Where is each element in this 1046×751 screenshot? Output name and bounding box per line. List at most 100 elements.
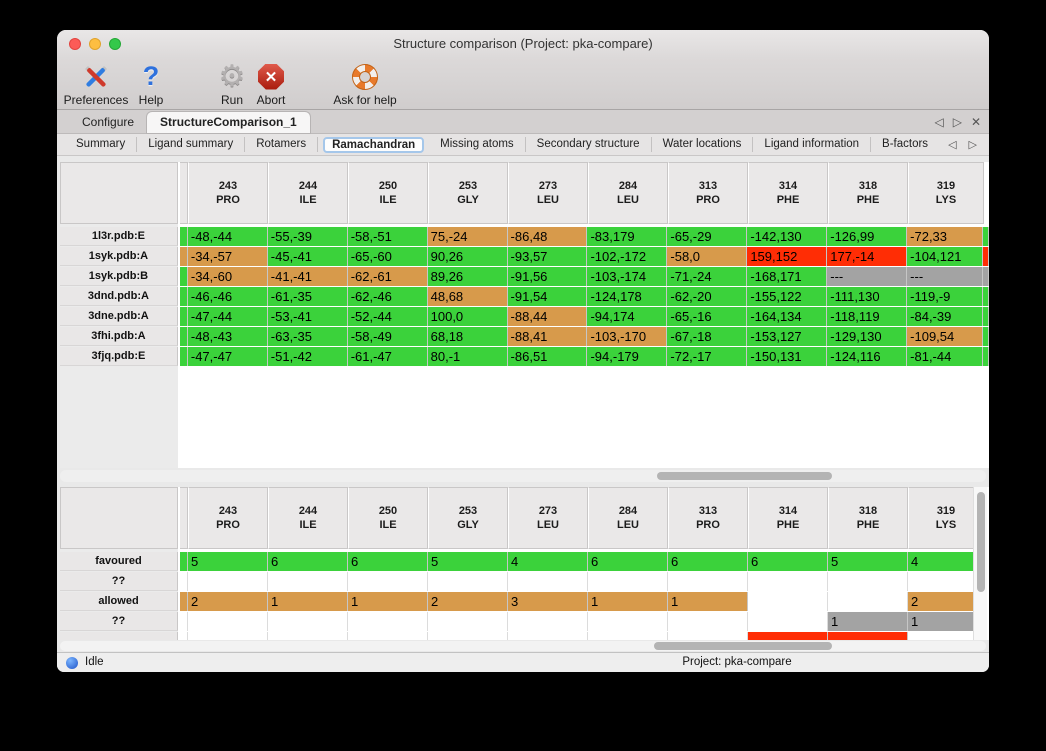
row-label[interactable] <box>60 632 178 640</box>
bottom-horizontal-scrollbar-thumb[interactable] <box>654 642 832 650</box>
table-cell[interactable] <box>188 612 268 631</box>
table-cell[interactable]: -103,-170 <box>587 327 668 346</box>
tab-structure-comparison-1[interactable]: StructureComparison_1 <box>147 112 310 133</box>
table-cell[interactable]: -111,130 <box>827 287 908 306</box>
table-cell[interactable]: -109,54 <box>907 327 984 346</box>
table-cell[interactable] <box>508 572 588 591</box>
table-cell[interactable]: -83,179 <box>587 227 668 246</box>
prev-subtab-button[interactable]: ◁ <box>948 139 957 151</box>
table-cell[interactable] <box>348 612 428 631</box>
table-cell[interactable]: -58,0 <box>667 247 748 266</box>
table-cell[interactable]: -62,-61 <box>347 267 428 286</box>
table-cell[interactable]: -84,-39 <box>907 307 984 326</box>
table-cell[interactable]: -62,-46 <box>347 287 428 306</box>
run-button[interactable]: ⚙ Run <box>215 60 249 107</box>
table-cell[interactable]: -72,-17 <box>667 347 748 366</box>
table-cell[interactable]: -34,-60 <box>187 267 268 286</box>
table-cell[interactable]: --- <box>907 267 984 286</box>
table-cell[interactable]: 6 <box>668 552 748 571</box>
table-cell[interactable]: 48,68 <box>427 287 508 306</box>
table-cell[interactable]: -51,-42 <box>267 347 348 366</box>
table-cell[interactable]: -126,99 <box>827 227 908 246</box>
table-cell[interactable]: -65,-16 <box>667 307 748 326</box>
table-cell[interactable]: -55,-39 <box>267 227 348 246</box>
table-cell[interactable]: -34,-57 <box>187 247 268 266</box>
table-cell[interactable] <box>428 572 508 591</box>
table-cell[interactable] <box>588 632 668 640</box>
table-cell[interactable]: -81,-44 <box>907 347 984 366</box>
table-cell[interactable]: 5 <box>828 552 908 571</box>
abort-button[interactable]: ✕ Abort <box>251 60 291 107</box>
table-cell[interactable]: -129,130 <box>827 327 908 346</box>
table-cell[interactable]: -155,122 <box>747 287 828 306</box>
table-cell[interactable]: 159,152 <box>747 247 828 266</box>
table-cell[interactable]: -58,-51 <box>347 227 428 246</box>
table-cell[interactable] <box>668 612 748 631</box>
table-cell[interactable] <box>348 572 428 591</box>
table-cell[interactable] <box>348 632 428 640</box>
table-cell[interactable]: -47,-47 <box>187 347 268 366</box>
row-label[interactable]: 3fjq.pdb:E <box>60 347 178 366</box>
preferences-button[interactable]: Preferences <box>63 60 129 107</box>
table-cell[interactable] <box>268 572 348 591</box>
table-cell[interactable]: -91,54 <box>507 287 588 306</box>
table-cell[interactable] <box>748 592 828 611</box>
table-cell[interactable]: -67,-18 <box>667 327 748 346</box>
table-cell[interactable]: -168,171 <box>747 267 828 286</box>
table-cell[interactable]: -52,-44 <box>347 307 428 326</box>
row-label[interactable]: ?? <box>60 572 178 591</box>
row-label[interactable]: 3dnd.pdb:A <box>60 287 178 306</box>
table-cell[interactable] <box>748 632 828 640</box>
table-cell[interactable] <box>428 632 508 640</box>
tab-configure[interactable]: Configure <box>82 115 135 129</box>
table-cell[interactable]: -150,131 <box>747 347 828 366</box>
top-horizontal-scrollbar-thumb[interactable] <box>657 472 832 480</box>
table-cell[interactable]: 89,26 <box>427 267 508 286</box>
table-cell[interactable]: -88,41 <box>507 327 588 346</box>
table-cell[interactable]: -63,-35 <box>267 327 348 346</box>
table-cell[interactable]: 177,-14 <box>827 247 908 266</box>
table-cell[interactable]: 1 <box>668 592 748 611</box>
subtab-ligand-information[interactable]: Ligand information <box>753 137 872 152</box>
table-cell[interactable]: -94,-179 <box>587 347 668 366</box>
table-cell[interactable]: 6 <box>268 552 348 571</box>
row-label[interactable]: 3fhi.pdb:A <box>60 327 178 346</box>
table-cell[interactable] <box>588 612 668 631</box>
table-cell[interactable]: --- <box>827 267 908 286</box>
subtab-water-locations[interactable]: Water locations <box>652 137 754 152</box>
table-cell[interactable] <box>828 572 908 591</box>
table-cell[interactable] <box>188 572 268 591</box>
table-cell[interactable]: 4 <box>508 552 588 571</box>
table-cell[interactable]: 6 <box>748 552 828 571</box>
table-cell[interactable]: -142,130 <box>747 227 828 246</box>
table-cell[interactable]: -93,57 <box>507 247 588 266</box>
subtab-b-factors[interactable]: B-factors <box>882 138 929 150</box>
close-window-button[interactable] <box>69 38 81 50</box>
table-cell[interactable]: -45,-41 <box>267 247 348 266</box>
table-cell[interactable]: -103,-174 <box>587 267 668 286</box>
table-cell[interactable]: -88,44 <box>507 307 588 326</box>
table-cell[interactable]: -58,-49 <box>347 327 428 346</box>
row-label[interactable]: 1syk.pdb:A <box>60 247 178 266</box>
table-cell[interactable]: 2 <box>188 592 268 611</box>
table-cell[interactable]: -72,33 <box>907 227 984 246</box>
subtab-missing-atoms[interactable]: Missing atoms <box>429 137 526 152</box>
table-cell[interactable]: -48,-43 <box>187 327 268 346</box>
table-cell[interactable]: 2 <box>428 592 508 611</box>
table-cell[interactable]: -164,134 <box>747 307 828 326</box>
table-cell[interactable] <box>828 592 908 611</box>
row-label[interactable]: ?? <box>60 612 178 631</box>
table-cell[interactable]: -62,-20 <box>667 287 748 306</box>
table-cell[interactable] <box>268 632 348 640</box>
table-cell[interactable]: 1 <box>348 592 428 611</box>
prev-tab-button[interactable]: ◁ <box>934 115 944 129</box>
table-cell[interactable]: 68,18 <box>427 327 508 346</box>
table-cell[interactable] <box>668 632 748 640</box>
table-cell[interactable] <box>828 632 908 640</box>
table-cell[interactable]: 6 <box>588 552 668 571</box>
next-subtab-button[interactable]: ▷ <box>968 139 977 151</box>
zoom-window-button[interactable] <box>109 38 121 50</box>
ask-for-help-button[interactable]: Ask for help <box>329 60 401 107</box>
table-cell[interactable]: -118,119 <box>827 307 908 326</box>
table-cell[interactable] <box>748 612 828 631</box>
